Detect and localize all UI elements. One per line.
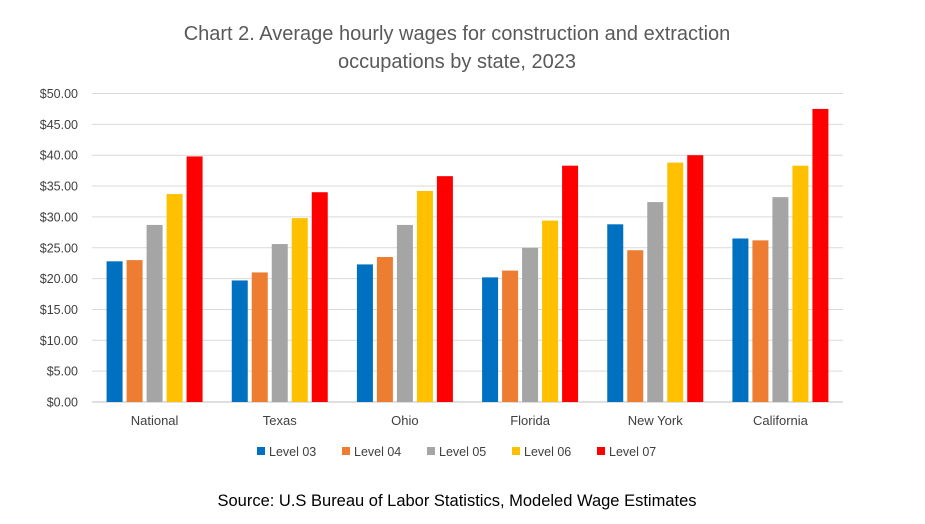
y-tick-label: $45.00 [40, 118, 78, 132]
bar-california-level-07 [812, 108, 829, 403]
y-tick-label: $35.00 [40, 180, 78, 194]
bar-florida-level-03 [482, 277, 499, 402]
bar-california-level-05 [772, 197, 789, 402]
source-note: Source: U.S Bureau of Labor Statistics, … [217, 492, 696, 510]
bar-florida-level-06 [542, 220, 559, 402]
x-category-label: New York [628, 413, 683, 428]
bar-new-york-level-03 [607, 224, 624, 402]
legend-label: Level 07 [609, 445, 656, 459]
bar-texas-level-03 [231, 280, 248, 402]
bar-ohio-level-07 [436, 176, 453, 402]
bar-texas-level-06 [291, 218, 308, 402]
legend-label: Level 06 [524, 445, 571, 459]
x-category-label: California [753, 413, 809, 428]
bar-texas-level-07 [311, 192, 328, 402]
bar-new-york-level-04 [627, 250, 644, 402]
legend-label: Level 05 [439, 445, 486, 459]
bar-national-level-07 [186, 156, 203, 402]
bar-ohio-level-06 [416, 190, 433, 402]
bar-ohio-level-05 [396, 224, 413, 402]
y-tick-label: $30.00 [40, 210, 78, 224]
y-axis-tick-labels: $0.00 $5.00 $10.00 $15.00 $20.00 $25.00 $30.00… [40, 87, 78, 410]
y-tick-label: $25.00 [40, 241, 78, 255]
x-category-label: Ohio [391, 413, 418, 428]
x-category-label: Texas [263, 413, 297, 428]
legend-swatch [257, 447, 265, 455]
bar-florida-level-07 [562, 165, 579, 402]
bar-national-level-04 [126, 260, 143, 402]
legend-swatch [597, 447, 605, 455]
y-tick-label: $0.00 [47, 396, 78, 410]
bar-ohio-level-04 [376, 257, 393, 402]
y-tick-label: $50.00 [40, 87, 78, 101]
bar-ohio-level-03 [356, 264, 373, 402]
bar-texas-level-05 [271, 244, 288, 402]
gridlines [92, 93, 843, 403]
bar-california-level-04 [752, 240, 769, 402]
bar-national-level-03 [106, 261, 123, 402]
y-tick-label: $10.00 [40, 334, 78, 348]
legend-label: Level 04 [354, 445, 401, 459]
chart-title-line-1: Chart 2. Average hourly wages for constr… [184, 23, 731, 45]
bar-texas-level-04 [251, 272, 268, 402]
x-category-label: National [131, 413, 179, 428]
legend: Level 03 Level 04 Level 05 Level 06 Level 07 [257, 445, 656, 459]
bar-new-york-level-06 [667, 162, 684, 402]
bar-florida-level-04 [502, 270, 519, 402]
legend-label: Level 03 [269, 445, 316, 459]
legend-swatch [512, 447, 520, 455]
chart-title-line-2: occupations by state, 2023 [338, 51, 576, 73]
bar-national-level-06 [166, 194, 183, 402]
y-tick-label: $20.00 [40, 272, 78, 286]
x-category-label: Florida [510, 413, 551, 428]
bar-california-level-06 [792, 165, 809, 402]
x-axis-category-labels: National Texas Ohio Florida New York Californ… [131, 413, 809, 428]
bar-new-york-level-05 [647, 202, 664, 402]
bar-florida-level-05 [522, 247, 539, 402]
bar-new-york-level-07 [687, 155, 704, 402]
bar-national-level-05 [146, 224, 163, 402]
y-tick-label: $40.00 [40, 149, 78, 163]
y-tick-label: $5.00 [47, 365, 78, 379]
bars [106, 108, 829, 403]
y-tick-label: $15.00 [40, 303, 78, 317]
legend-swatch [427, 447, 435, 455]
bar-california-level-03 [732, 238, 749, 402]
legend-swatch [342, 447, 350, 455]
